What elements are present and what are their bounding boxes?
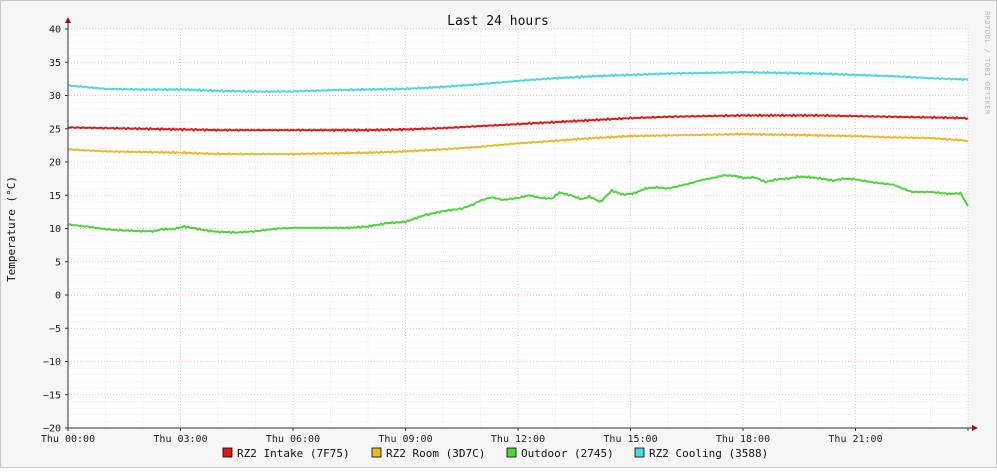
legend-swatch (634, 447, 645, 458)
x-tick-label: Thu 03:00 (153, 434, 207, 445)
y-tick-label: −5 (49, 324, 61, 335)
x-tick-labels: Thu 00:00 Thu 03:00 Thu 06:00 Thu 09:00 Thu … (41, 434, 883, 445)
y-tick-label: 25 (49, 124, 61, 135)
legend-swatch (371, 447, 382, 458)
legend-swatch (506, 447, 517, 458)
series-line-0 (67, 113, 969, 132)
rrdtool-watermark: RRDTOOL / TOBI OETIKER (983, 11, 991, 115)
y-axis-label: Temperature (°C) (5, 176, 18, 282)
y-tick-label: 35 (49, 58, 61, 69)
x-axis-arrow-icon (972, 425, 978, 431)
x-tick-label: Thu 18:00 (716, 434, 770, 445)
legend-item: RZ2 Room (3D7C) (371, 447, 485, 460)
legend-item: Outdoor (2745) (506, 447, 614, 460)
y-tick-label: 40 (49, 25, 61, 36)
legend-label: RZ2 Room (3D7C) (386, 447, 485, 460)
x-tick-label: Thu 12:00 (491, 434, 545, 445)
series-line-3 (67, 70, 969, 94)
series-line-2 (67, 173, 969, 235)
legend-item: RZ2 Intake (7F75) (222, 447, 350, 460)
series-layer (67, 70, 969, 235)
x-tick-label: Thu 15:00 (603, 434, 657, 445)
y-tick-label: −15 (43, 390, 61, 401)
legend-label: RZ2 Intake (7F75) (237, 447, 350, 460)
x-tick-label: Thu 09:00 (378, 434, 432, 445)
y-tick-label: 0 (55, 291, 61, 302)
x-tick-label: Thu 06:00 (266, 434, 320, 445)
y-tick-label: 15 (49, 191, 61, 202)
y-tick-label: 10 (49, 224, 61, 235)
legend-item: RZ2 Cooling (3588) (634, 447, 768, 460)
legend-label: RZ2 Cooling (3588) (649, 447, 768, 460)
y-axis-arrow-icon (65, 17, 71, 23)
axes (65, 17, 978, 431)
y-tick-label: 5 (55, 257, 61, 268)
y-tick-labels: 40 35 30 25 20 15 10 5 0 −5 −10 −15 −20 (43, 25, 61, 435)
series-line-1 (67, 132, 969, 156)
chart-title: Last 24 hours (447, 14, 549, 29)
y-tick-label: 30 (49, 91, 61, 102)
y-tick-label: −10 (43, 357, 61, 368)
legend: RZ2 Intake (7F75) RZ2 Room (3D7C) Outdoor … (222, 447, 768, 460)
y-tick-label: 20 (49, 158, 61, 169)
x-tick-label: Thu 21:00 (828, 434, 882, 445)
major-grid (67, 28, 969, 429)
y-tick-label: −20 (43, 424, 61, 435)
legend-label: Outdoor (2745) (521, 447, 614, 460)
legend-swatch (222, 447, 233, 458)
x-tick-label: Thu 00:00 (41, 434, 95, 445)
